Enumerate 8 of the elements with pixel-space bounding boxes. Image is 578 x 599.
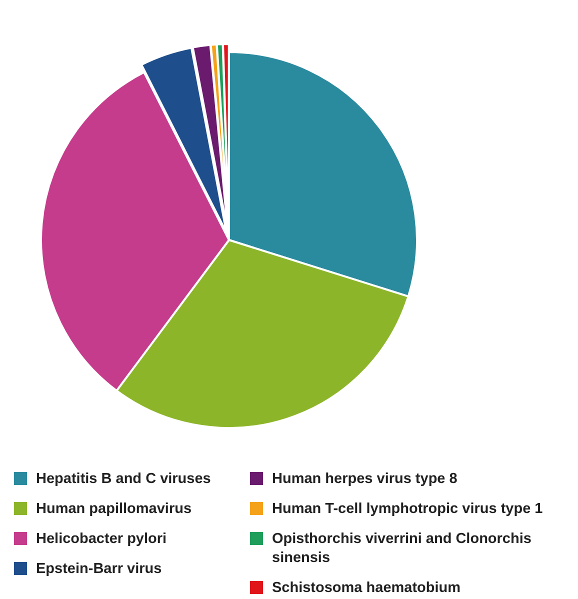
legend-label: Hepatitis B and C viruses <box>36 471 211 487</box>
legend-label: Schistosoma haematobium <box>272 580 461 596</box>
legend-label: Helicobacter pylori <box>36 531 167 547</box>
legend-label: Human T-cell lymphotropic virus type 1 <box>272 501 543 517</box>
legend-label: Human papillomavirus <box>36 501 192 517</box>
legend-label: Epstein-Barr virus <box>36 561 162 577</box>
legend-label: Human herpes virus type 8 <box>272 471 458 487</box>
legend-label: Opisthorchis viverrini and Clonorchis sinensis <box>272 531 532 566</box>
